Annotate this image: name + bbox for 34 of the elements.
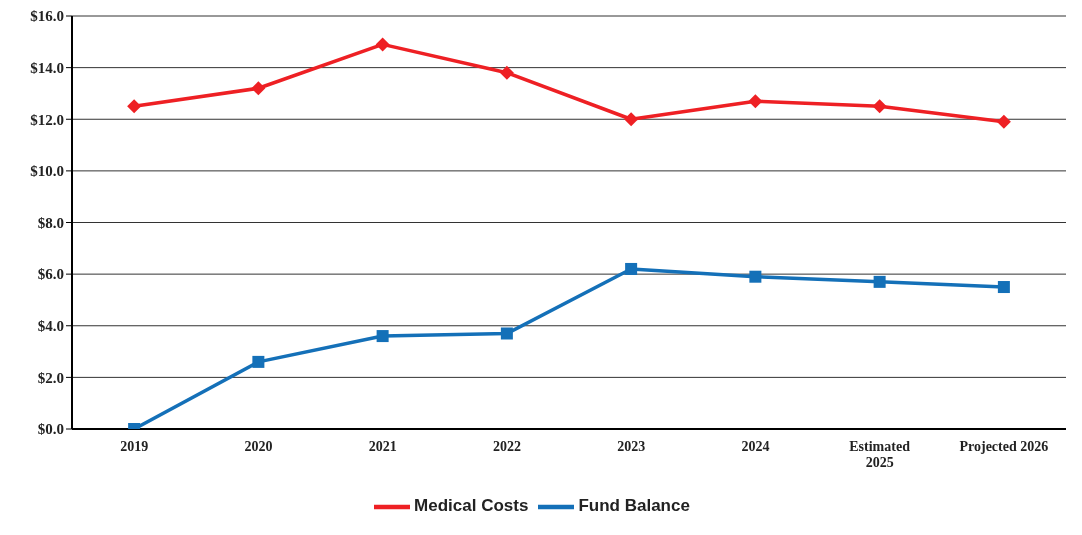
y-tick-label: $12.0 — [30, 111, 64, 128]
point — [127, 99, 142, 114]
point — [872, 99, 887, 114]
point — [252, 355, 265, 368]
x-tick-label: 2022 — [492, 439, 521, 454]
point — [251, 81, 266, 96]
point — [624, 112, 639, 127]
y-tick-label: $10.0 — [30, 163, 64, 180]
legend-label: Medical Costs — [414, 496, 529, 516]
y-tick-label: $6.0 — [37, 266, 64, 283]
point — [500, 327, 513, 340]
x-tick-label: 2023 — [617, 439, 646, 454]
x-tick-label: 2021 — [368, 439, 397, 454]
y-tick-label: $4.0 — [37, 318, 64, 335]
legend-label: Fund Balance — [578, 496, 690, 516]
point — [997, 281, 1010, 294]
point — [625, 262, 638, 275]
point — [873, 275, 886, 288]
point — [748, 94, 763, 109]
point — [375, 37, 390, 52]
y-tick-label: $2.0 — [37, 369, 64, 386]
point — [996, 114, 1011, 129]
x-tick-label: 2019 — [120, 439, 149, 454]
point — [499, 65, 514, 80]
y-tick-label: $0.0 — [37, 421, 64, 438]
point — [376, 330, 389, 343]
x-tick-label: Estimated 2025 — [849, 439, 911, 470]
y-tick-label: $8.0 — [37, 214, 64, 231]
x-tick-label: 2024 — [741, 439, 770, 454]
point — [749, 270, 762, 283]
y-tick-label: $14.0 — [30, 59, 64, 76]
y-tick-label: $16.0 — [30, 8, 64, 25]
x-tick-label: 2020 — [244, 439, 273, 454]
x-tick-label: Projected 2026 — [959, 439, 1049, 454]
